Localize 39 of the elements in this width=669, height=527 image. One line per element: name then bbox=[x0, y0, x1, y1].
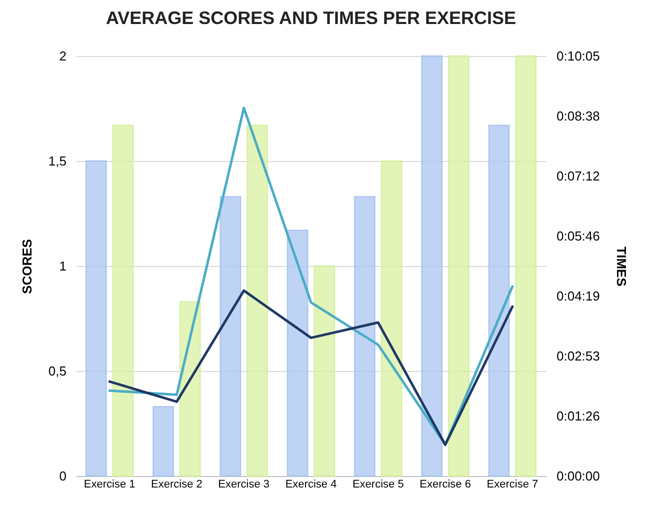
y2-tick-label: 0:07:12 bbox=[556, 168, 600, 184]
x-tick-label: Exercise 2 bbox=[151, 478, 202, 490]
bar bbox=[354, 196, 376, 477]
x-tick-label: Exercise 5 bbox=[352, 478, 404, 490]
bar bbox=[515, 55, 537, 477]
bar bbox=[220, 196, 242, 477]
y2-tick-label: 0:00:00 bbox=[556, 468, 600, 484]
x-tick-label: Exercise 7 bbox=[486, 478, 538, 490]
y-axis-title: SCORES bbox=[19, 238, 34, 294]
bar bbox=[85, 160, 107, 477]
y2-tick-label: 0:02:53 bbox=[556, 348, 600, 364]
y2-tick-label: 0:04:19 bbox=[556, 288, 600, 304]
x-tick-label: Exercise 4 bbox=[285, 478, 337, 490]
bar bbox=[448, 55, 470, 477]
y-tick-label: 0,5 bbox=[48, 364, 66, 378]
bar bbox=[380, 160, 402, 477]
y2-tick-label: 0:01:26 bbox=[556, 408, 600, 424]
y-tick-label: 2 bbox=[59, 48, 66, 64]
bar bbox=[179, 301, 201, 477]
bar bbox=[314, 265, 336, 477]
y-tick-label: 1,5 bbox=[48, 154, 66, 168]
y-tick-label: 0 bbox=[59, 468, 66, 484]
x-tick-label: Exercise 6 bbox=[420, 478, 471, 490]
line-series bbox=[108, 289, 514, 446]
bar bbox=[421, 55, 443, 477]
bar bbox=[112, 124, 134, 477]
chart-title: AVERAGE SCORES AND TIMES PER EXERCISE bbox=[106, 8, 516, 28]
x-tick-label: Exercise 1 bbox=[84, 478, 136, 490]
y2-tick-label: 0:08:38 bbox=[556, 108, 600, 124]
y2-tick-label: 0:05:46 bbox=[556, 228, 600, 244]
y2-tick-label: 0:10:05 bbox=[556, 48, 600, 64]
x-tick-label: Exercise 3 bbox=[218, 478, 270, 490]
y2-axis-title: TIMES bbox=[614, 246, 629, 287]
bar bbox=[152, 406, 174, 477]
bar bbox=[246, 124, 268, 477]
y-tick-label: 1 bbox=[59, 258, 66, 274]
bar bbox=[488, 124, 510, 477]
bar bbox=[286, 230, 308, 477]
line-series bbox=[108, 106, 514, 446]
